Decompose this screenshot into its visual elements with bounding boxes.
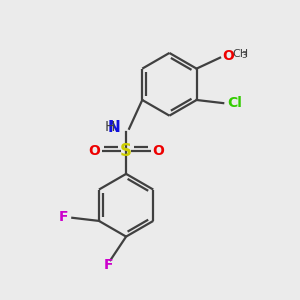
Text: O: O [223, 50, 234, 64]
Text: O: O [152, 144, 164, 158]
Text: Cl: Cl [227, 96, 242, 110]
Text: CH: CH [232, 49, 249, 59]
Text: O: O [88, 144, 101, 158]
Text: H: H [104, 120, 115, 134]
Text: F: F [58, 210, 68, 224]
Text: 3: 3 [242, 51, 247, 60]
Text: N: N [107, 120, 120, 135]
Text: F: F [104, 259, 113, 272]
Text: S: S [120, 142, 132, 160]
